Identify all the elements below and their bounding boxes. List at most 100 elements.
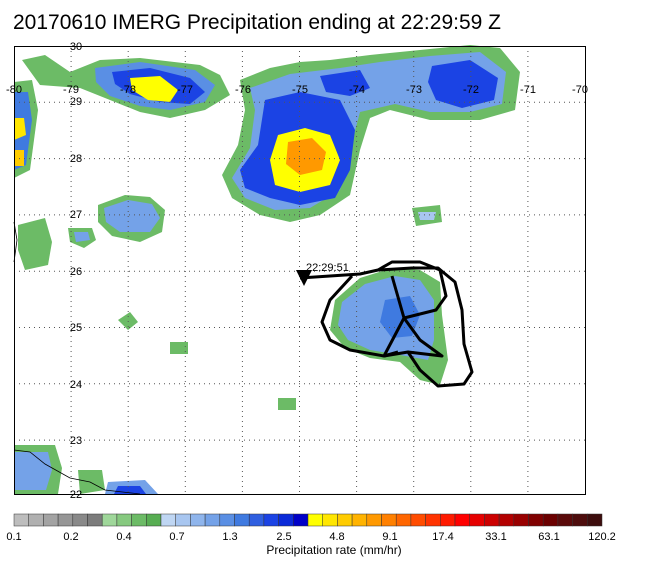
colorbar-swatch (410, 513, 426, 527)
colorbar-swatch (43, 513, 59, 527)
colorbar-swatch (87, 513, 103, 527)
colorbar-tick-label: 63.1 (538, 531, 559, 543)
lon-label: -77 (177, 84, 193, 96)
colorbar-tick-label: 17.4 (432, 531, 453, 543)
latitude-labels: 30 29 28 27 26 25 24 23 22 (70, 41, 82, 501)
colorbar-swatch (557, 513, 573, 527)
colorbar-tick-labels: 0.1 0.2 0.4 0.7 1.3 2.5 4.8 9.1 17.4 33.… (6, 531, 615, 543)
rain-cell (278, 398, 296, 410)
lat-label: 26 (70, 266, 82, 278)
rain-cell (286, 138, 326, 175)
rain-cell (130, 76, 178, 102)
rain-cell (14, 118, 26, 140)
colorbar-swatch (307, 513, 323, 527)
colorbar-swatch (542, 513, 559, 527)
colorbar-swatch (57, 513, 74, 527)
coastline (13, 449, 141, 495)
colorbar-swatch (440, 513, 456, 527)
lat-label: 22 (70, 489, 82, 501)
colorbar-tick-label: 0.7 (169, 531, 184, 543)
colorbar-swatch (175, 513, 191, 527)
rain-cell (320, 70, 370, 96)
colorbar-swatch (101, 513, 118, 527)
colorbar-swatch (278, 513, 294, 527)
colorbar-swatch (204, 513, 221, 527)
colorbar-swatch (146, 513, 162, 527)
colorbar-swatch (293, 513, 309, 527)
lat-label: 25 (70, 322, 82, 334)
rain-cell (170, 342, 188, 354)
lon-label: -73 (406, 84, 422, 96)
colorbar-swatch (366, 513, 382, 527)
colorbar-swatch (322, 513, 338, 527)
rain-cell (14, 452, 52, 490)
lon-label: -70 (572, 84, 588, 96)
colorbar-tick-label: 1.3 (222, 531, 237, 543)
colorbar-swatch (425, 513, 441, 527)
colorbar-tick-label: 9.1 (382, 531, 397, 543)
colorbar (13, 513, 603, 527)
map-frame (14, 46, 586, 495)
rain-cell (74, 232, 90, 242)
lat-label: 24 (70, 379, 82, 391)
chart-title: 20170610 IMERG Precipitation ending at 2… (13, 11, 501, 34)
colorbar-swatch (248, 513, 265, 527)
lon-label: -78 (120, 84, 136, 96)
colorbar-swatch (454, 513, 470, 527)
rain-cell (428, 60, 498, 108)
track-time-label: 22:29:51 (306, 262, 349, 274)
rain-cell (418, 212, 436, 220)
track-direction-marker (296, 270, 312, 286)
colorbar-swatch (351, 513, 368, 527)
lon-label: -72 (463, 84, 479, 96)
coastline (13, 221, 18, 263)
rain-cell (18, 218, 52, 270)
lon-label: -76 (235, 84, 251, 96)
lat-label: 30 (70, 41, 82, 53)
colorbar-swatch (131, 513, 147, 527)
colorbar-swatch (484, 513, 500, 527)
colorbar-tick-label: 0.1 (6, 531, 21, 543)
colorbar-swatch (263, 513, 279, 527)
colorbar-tick-label: 0.2 (63, 531, 78, 543)
lon-label: -71 (520, 84, 536, 96)
colorbar-swatch (587, 513, 603, 527)
colorbar-tick-label: 33.1 (485, 531, 506, 543)
lat-label: 28 (70, 153, 82, 165)
colorbar-swatch (469, 513, 485, 527)
colorbar-swatch (13, 513, 29, 527)
lon-label: -75 (292, 84, 308, 96)
colorbar-label: Precipitation rate (mm/hr) (266, 543, 402, 557)
colorbar-tick-label: 120.2 (588, 531, 616, 543)
rain-cell (78, 470, 105, 494)
colorbar-swatch (337, 513, 353, 527)
colorbar-swatch (528, 513, 544, 527)
colorbar-swatch (395, 513, 412, 527)
lat-label: 27 (70, 209, 82, 221)
colorbar-tick-label: 4.8 (329, 531, 344, 543)
colorbar-swatch (28, 513, 44, 527)
flight-track (299, 260, 474, 388)
colorbar-swatch (116, 513, 132, 527)
colorbar-swatch (160, 513, 176, 527)
lon-label: -74 (349, 84, 365, 96)
colorbar-swatch (72, 513, 88, 527)
rain-cell (104, 200, 160, 232)
precipitation-field (14, 45, 520, 494)
colorbar-tick-label: 2.5 (276, 531, 291, 543)
colorbar-swatch (219, 513, 235, 527)
lon-label: -79 (63, 84, 79, 96)
colorbar-tick-label: 0.4 (116, 531, 131, 543)
rain-cell (14, 150, 24, 166)
colorbar-swatch (234, 513, 250, 527)
colorbar-swatch (572, 513, 588, 527)
colorbar-swatch (190, 513, 206, 527)
longitude-labels: -80 -79 -78 -77 -76 -75 -74 -73 -72 -71 … (6, 84, 588, 96)
lat-label: 23 (70, 435, 82, 447)
colorbar-swatch (513, 513, 529, 527)
colorbar-swatch (498, 513, 515, 527)
colorbar-swatch (381, 513, 397, 527)
lon-label: -80 (6, 84, 22, 96)
lat-label: 29 (70, 96, 82, 108)
